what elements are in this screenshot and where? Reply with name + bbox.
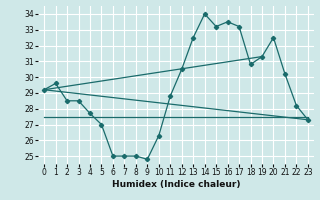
X-axis label: Humidex (Indice chaleur): Humidex (Indice chaleur) — [112, 180, 240, 189]
